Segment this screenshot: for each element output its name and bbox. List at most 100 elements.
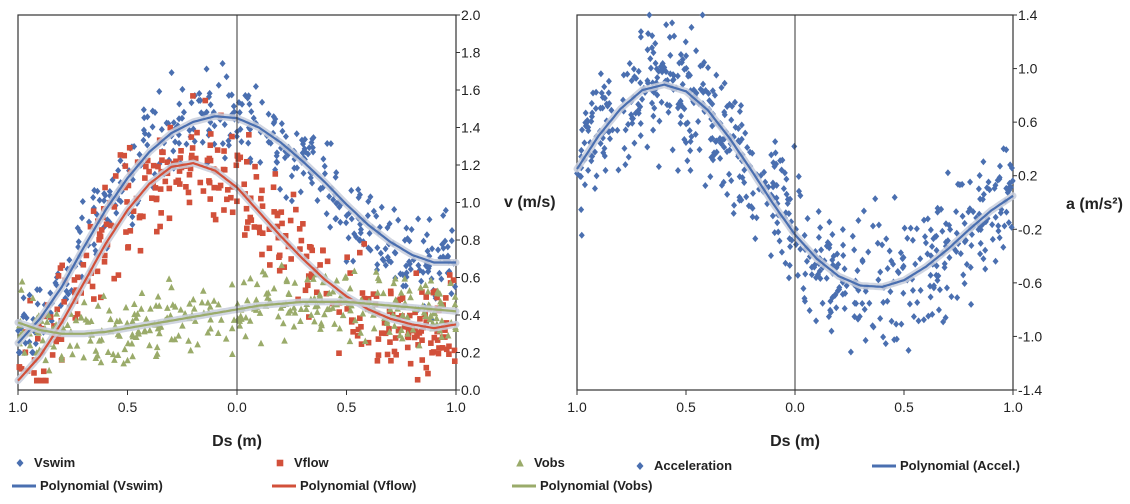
vflow-point — [176, 168, 183, 174]
vflow-point — [431, 334, 438, 341]
vflow-point — [54, 306, 61, 313]
acceleration-point — [1008, 164, 1015, 172]
vflow-point — [309, 274, 315, 281]
vflow-point — [300, 221, 306, 227]
vflow-point — [436, 345, 442, 351]
acceleration-point — [890, 260, 897, 268]
vobs-point — [168, 283, 175, 291]
vflow-point — [204, 157, 211, 164]
vflow-point — [142, 175, 148, 181]
vflow-point — [248, 217, 255, 223]
vswim-point — [288, 197, 295, 205]
acceleration-point — [869, 222, 876, 230]
vobs-point — [420, 308, 428, 316]
vflow-point — [344, 306, 351, 312]
vswim-point — [298, 136, 305, 144]
vflow-point — [243, 205, 250, 212]
vswim-point — [180, 108, 187, 116]
vswim-point — [436, 269, 443, 277]
legend-marker — [516, 459, 524, 467]
vobs-point — [236, 317, 244, 324]
vflow-point — [446, 343, 452, 350]
vflow-point — [61, 299, 67, 305]
vflow-point — [157, 223, 163, 230]
acceleration-point — [726, 146, 733, 154]
acceleration-point — [772, 138, 779, 146]
vflow-point — [423, 364, 430, 371]
vswim-point — [211, 122, 218, 130]
vobs-point — [290, 322, 298, 330]
acceleration-point — [815, 208, 822, 216]
acceleration-point — [819, 299, 826, 307]
acceleration-point — [581, 139, 588, 147]
vobs-point — [131, 310, 138, 318]
vobs-point — [135, 327, 142, 335]
vobs-point — [341, 274, 349, 281]
acceleration-point — [870, 323, 877, 331]
vflow-point — [122, 163, 129, 169]
vswim-point — [415, 215, 422, 223]
acceleration-point — [684, 119, 691, 127]
vswim-point — [221, 154, 228, 162]
vflow-point — [221, 148, 227, 154]
y-tick-label: 0.2 — [1018, 168, 1038, 184]
vflow-point — [178, 148, 184, 154]
acceleration-point — [891, 193, 898, 201]
acceleration-point — [644, 46, 651, 54]
vswim-point — [66, 256, 73, 264]
vflow-point — [229, 133, 235, 140]
vobs-point — [304, 275, 311, 283]
vobs-point — [307, 311, 315, 318]
acceleration-point — [927, 271, 934, 279]
vswim-point — [245, 139, 252, 147]
acceleration-point — [967, 178, 974, 186]
vflow-point — [425, 370, 431, 377]
vobs-point — [244, 296, 251, 304]
vobs-point — [351, 316, 359, 324]
vobs-point — [167, 311, 174, 319]
vswim-point — [326, 192, 333, 200]
vswim-point — [65, 290, 72, 298]
acceleration-point — [608, 106, 615, 114]
vflow-point — [152, 185, 159, 191]
acceleration-point — [578, 231, 585, 239]
vflow-point — [137, 247, 144, 254]
acceleration-point — [808, 271, 815, 279]
vobs-point — [391, 274, 399, 282]
vswim-point — [36, 286, 43, 294]
acceleration-point — [687, 166, 694, 174]
vobs-point — [285, 289, 292, 297]
vswim-point — [242, 91, 249, 99]
acceleration-point — [961, 279, 968, 287]
vflow-point — [378, 330, 385, 336]
acceleration-point — [818, 246, 825, 254]
vobs-point — [362, 337, 369, 344]
vflow-point — [297, 246, 303, 252]
vswim-point — [281, 154, 288, 162]
vswim-point — [265, 110, 272, 118]
vobs-point — [313, 308, 321, 315]
vswim-point — [246, 100, 253, 108]
acceleration-point — [815, 233, 822, 241]
y-tick-label: 1.8 — [461, 45, 481, 61]
acceleration-point — [806, 306, 813, 314]
acceleration-point — [995, 227, 1002, 235]
acceleration-point — [963, 260, 970, 268]
acceleration-point — [795, 172, 802, 180]
vflow-point — [375, 336, 382, 342]
vswim-point — [406, 258, 413, 266]
acceleration-point — [900, 254, 907, 262]
vflow-point — [399, 295, 406, 301]
vflow-point — [347, 270, 353, 276]
acceleration-point — [687, 137, 694, 145]
vobs-point — [392, 296, 399, 303]
vswim-point — [207, 101, 214, 109]
acceleration-point — [729, 102, 736, 110]
acceleration-point — [954, 180, 961, 188]
vswim-point — [408, 225, 415, 233]
y-tick-label: 0.4 — [461, 307, 481, 323]
acceleration-y-axis-label: a (m/s²) — [1066, 196, 1123, 213]
legend-marker — [16, 459, 24, 467]
vflow-point — [125, 182, 132, 189]
acceleration-point — [936, 286, 943, 294]
